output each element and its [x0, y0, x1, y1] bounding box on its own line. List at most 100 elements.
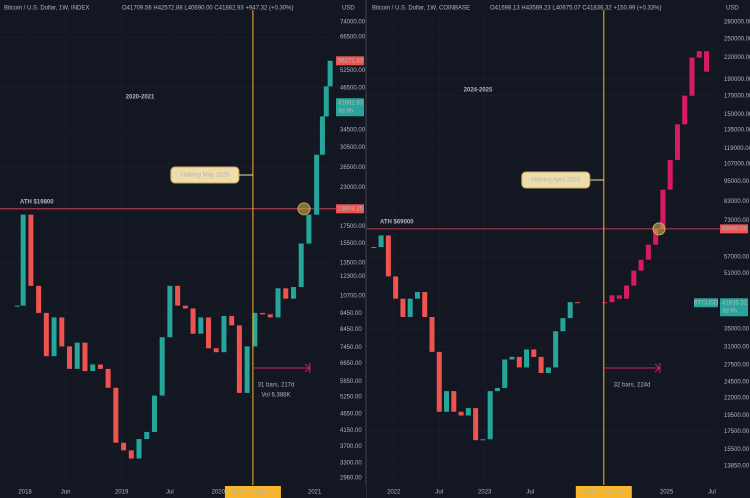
y-tick-label: 35000.00: [724, 327, 750, 333]
candle: [602, 302, 608, 304]
candle: [624, 285, 630, 299]
price-marker: [336, 204, 364, 214]
candle: [36, 285, 42, 313]
y-tick-label: 150000.00: [724, 112, 750, 118]
candle: [283, 288, 289, 299]
x-tick-label: Jun: [61, 490, 71, 496]
candle: [28, 214, 34, 286]
candle: [689, 57, 695, 96]
candle: [229, 315, 235, 326]
halving-date-box: [224, 486, 281, 498]
price-marker-label: 69000.00: [722, 226, 748, 232]
y-tick-label: 30500.00: [340, 145, 366, 151]
y-tick-label: 250000.00: [724, 36, 750, 42]
x-tick-label: 2023: [478, 490, 492, 496]
candle: [136, 439, 142, 459]
halving-date-box: [575, 486, 632, 498]
y-tick-label: 3700.00: [340, 444, 362, 450]
candle: [465, 408, 471, 416]
candle: [252, 312, 258, 347]
candle: [494, 387, 500, 392]
y-tick-label: 13500.00: [340, 261, 366, 267]
candle: [151, 395, 157, 432]
candle: [473, 408, 479, 441]
candle: [407, 298, 413, 317]
candle: [631, 270, 637, 286]
x-tick-label: 2021: [308, 490, 322, 496]
price-marker-note: 3d 8h: [338, 108, 353, 114]
y-tick-label: 12300.00: [340, 274, 366, 280]
candle: [429, 316, 435, 352]
candle: [509, 356, 515, 360]
candle: [553, 331, 559, 368]
candle: [667, 159, 673, 190]
y-tick-label: 31000.00: [724, 345, 750, 351]
candle: [198, 317, 204, 334]
y-tick-label: 10700.00: [340, 294, 366, 300]
y-tick-label: 24500.00: [724, 379, 750, 385]
candle: [545, 367, 551, 374]
y-tick-label: 135000.00: [724, 127, 750, 133]
candle: [638, 259, 644, 271]
y-tick-label: 9450.00: [340, 311, 362, 317]
y-tick-label: 15500.00: [724, 447, 750, 453]
candle: [531, 349, 537, 357]
y-tick-label: 74000.00: [340, 20, 366, 26]
y-tick-label: 280000.00: [724, 20, 750, 26]
candle: [260, 312, 266, 315]
halving-date: Mon 22 Apr '24: [584, 490, 625, 496]
candle: [385, 235, 391, 277]
candle: [327, 60, 333, 87]
x-tick-label: 2022: [387, 490, 401, 496]
ath-cross-marker: [652, 222, 666, 236]
ohlc-readout: O41698.13 H43569.23 L40675.07 C41836.32 …: [490, 6, 661, 12]
candle: [323, 86, 329, 117]
candle: [90, 364, 96, 372]
candle: [674, 124, 680, 160]
candle: [314, 154, 320, 215]
candle: [43, 312, 49, 357]
y-tick-label: 3300.00: [340, 460, 362, 466]
period-heading: 2024-2025: [464, 88, 493, 94]
y-tick-label: 4150.00: [340, 428, 362, 434]
candle: [290, 287, 296, 299]
ath-label: ATH $69000: [380, 219, 414, 225]
y-tick-label: 27500.00: [724, 362, 750, 368]
ohlc-readout: O41709.56 H42572.88 L40690.00 C41862.93 …: [122, 6, 293, 12]
candle: [14, 305, 20, 307]
candle: [422, 291, 428, 317]
y-tick-label: 7450.00: [340, 345, 362, 351]
y-tick-label: 83000.00: [724, 199, 750, 205]
y-tick-label: 119000.00: [724, 146, 750, 152]
candle: [190, 308, 196, 334]
candle: [97, 364, 103, 369]
y-tick-label: 15500.00: [340, 241, 366, 247]
candle: [244, 346, 250, 393]
y-tick-label: 57000.00: [724, 255, 750, 261]
candle: [128, 450, 134, 459]
x-tick-label: 2019: [115, 490, 129, 496]
measure-label: 32 bars, 224d: [614, 383, 651, 389]
halving-note: Halving April 2024: [532, 178, 581, 184]
candle: [502, 359, 508, 388]
y-tick-label: 26500.00: [340, 165, 366, 171]
y-tick-label: 19500.00: [724, 413, 750, 419]
y-tick-label: 2960.00: [340, 476, 362, 482]
candle: [74, 342, 80, 369]
y-tick-label: 34500.00: [340, 128, 366, 134]
halving-date: Mon 11 May '20: [232, 490, 275, 496]
series-tag: BTCUSD: [694, 300, 719, 306]
x-tick-label: Jul: [526, 490, 534, 496]
x-tick-label: Jul: [708, 490, 716, 496]
price-marker-label: 19804.25: [338, 206, 364, 212]
candle: [221, 315, 227, 353]
price-marker: [720, 298, 748, 317]
candle: [298, 243, 304, 288]
candle: [82, 342, 88, 372]
candle: [113, 387, 119, 443]
halving-note: Halving May 2020: [181, 173, 230, 179]
price-marker-label: 41836.32: [722, 300, 748, 306]
candle: [378, 235, 384, 248]
price-marker-note: 3d 8h: [722, 308, 737, 314]
candle: [59, 317, 65, 347]
